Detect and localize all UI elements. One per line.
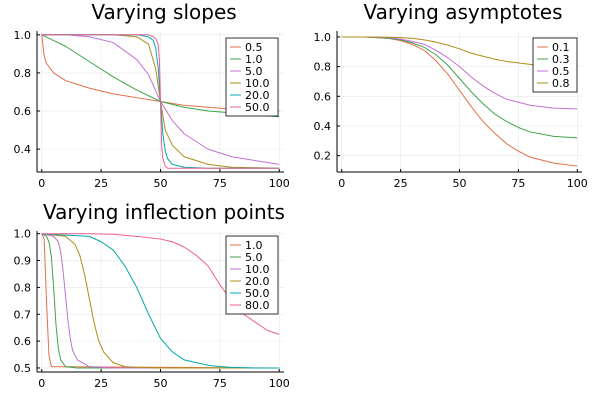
y-tick-label: 0.6 — [14, 105, 32, 118]
y-tick-label: 0.4 — [314, 120, 332, 133]
x-tick-label: 75 — [213, 377, 227, 390]
legend-label: 20.0 — [245, 275, 270, 288]
chart-title: Varying inflection points — [43, 200, 285, 224]
legend-label: 0.8 — [552, 77, 570, 90]
chart-panel-2: Varying asymptotes 0 25 50 75 100 0.2 0.4 0.6 0.8… — [314, 0, 588, 190]
legend-label: 80.0 — [245, 299, 270, 312]
legend-label: 10.0 — [245, 77, 270, 90]
y-tick-label: 0.4 — [14, 143, 32, 156]
legend-label: 0.5 — [552, 65, 570, 78]
y-tick-label: 1.0 — [14, 29, 32, 42]
y-tick-label: 1.0 — [314, 31, 332, 44]
series-line-5.0 — [41, 233, 280, 369]
x-tick-label: 50 — [154, 377, 168, 390]
x-tick-label: 75 — [511, 177, 525, 190]
legend-box — [225, 235, 279, 315]
y-tick-label: 0.6 — [314, 90, 332, 103]
x-tick-label: 50 — [154, 177, 168, 190]
series-line-50.0 — [41, 34, 280, 169]
series-line-0.3 — [341, 36, 578, 139]
chart-title: Varying slopes — [91, 0, 236, 24]
legend-label: 5.0 — [245, 251, 263, 264]
chart-title: Varying asymptotes — [363, 0, 562, 24]
y-tick-label: 0.5 — [14, 362, 32, 375]
legend: 0.51.05.010.020.050.0 — [225, 37, 279, 117]
x-tick-label: 25 — [94, 177, 108, 190]
chart-panel-3: Varying inflection points 0 25 50 75 100 0.5 0.… — [14, 200, 290, 390]
x-tick-label: 0 — [38, 377, 45, 390]
legend: 0.10.30.50.8 — [532, 37, 578, 93]
x-tick-label: 0 — [38, 177, 45, 190]
x-tick-label: 100 — [269, 377, 290, 390]
series-line-10.0 — [41, 34, 280, 169]
series-line-20.0 — [41, 34, 280, 169]
x-tick-label: 25 — [94, 377, 108, 390]
legend-box — [225, 37, 279, 117]
legend-label: 10.0 — [245, 263, 270, 276]
legend-label: 1.0 — [245, 239, 263, 252]
x-tick-label: 25 — [394, 177, 408, 190]
x-tick-label: 100 — [269, 177, 290, 190]
legend-label: 20.0 — [245, 89, 270, 102]
legend-label: 0.5 — [245, 41, 263, 54]
series-line-20.0 — [41, 233, 280, 369]
series-line-50.0 — [41, 233, 280, 369]
y-tick-label: 0.8 — [14, 281, 32, 294]
y-tick-label: 0.7 — [14, 308, 32, 321]
legend-label: 1.0 — [245, 53, 263, 66]
x-tick-label: 50 — [453, 177, 467, 190]
legend-label: 50.0 — [245, 287, 270, 300]
series-line-80.0 — [41, 233, 280, 335]
x-tick-label: 0 — [338, 177, 345, 190]
y-tick-label: 0.9 — [14, 255, 32, 268]
legend-label: 0.1 — [552, 41, 570, 54]
legend: 1.05.010.020.050.080.0 — [225, 235, 279, 315]
series-line-0.8 — [341, 36, 578, 68]
y-tick-label: 0.2 — [314, 150, 332, 163]
y-tick-label: 0.8 — [314, 61, 332, 74]
series-line-0.5 — [341, 36, 578, 110]
x-tick-label: 100 — [567, 177, 588, 190]
legend-label: 5.0 — [245, 65, 263, 78]
y-tick-label: 1.0 — [14, 228, 32, 241]
x-tick-label: 75 — [213, 177, 227, 190]
legend-label: 50.0 — [245, 101, 270, 114]
y-tick-label: 0.8 — [14, 67, 32, 80]
y-tick-label: 0.6 — [14, 335, 32, 348]
series-line-10.0 — [41, 233, 280, 369]
legend-label: 0.3 — [552, 53, 570, 66]
